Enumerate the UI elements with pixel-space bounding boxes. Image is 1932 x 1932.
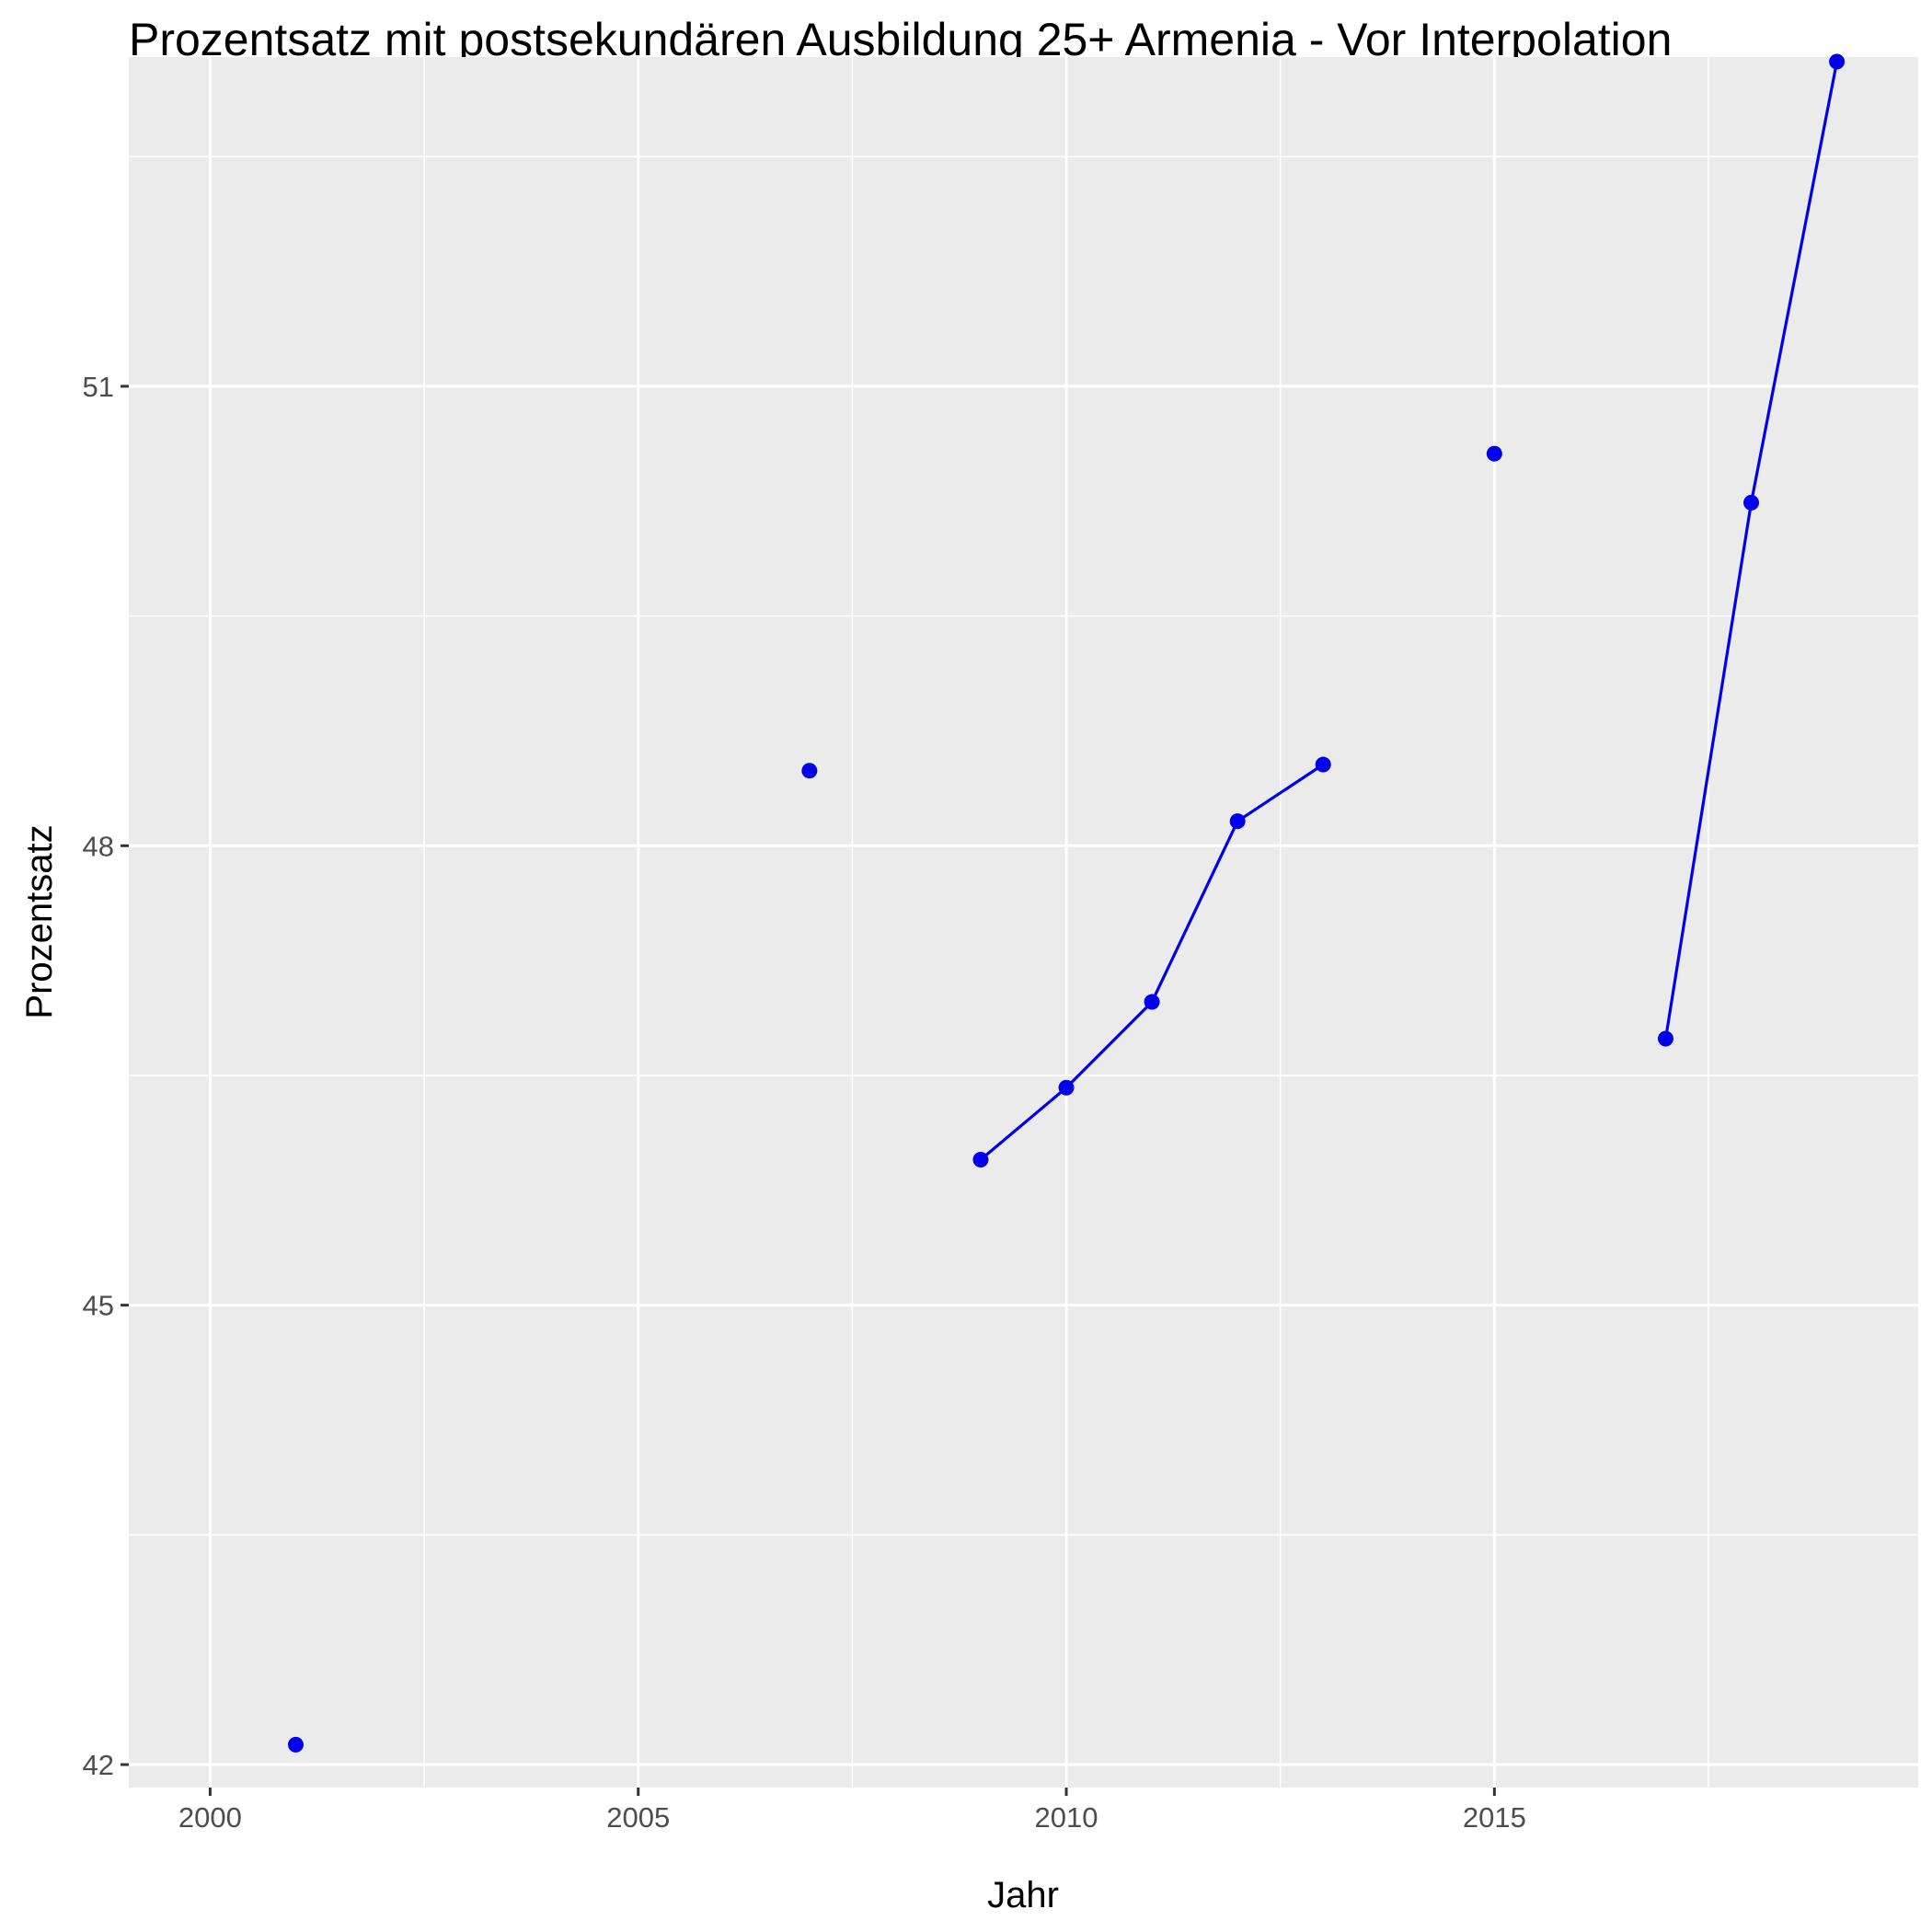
x-axis-title: Jahr [987, 1875, 1059, 1915]
y-axis-title: Prozentsatz [19, 824, 60, 1018]
y-tick-label: 45 [83, 1290, 114, 1322]
data-point [1829, 53, 1846, 70]
data-point [1229, 813, 1246, 830]
y-tick-label: 48 [83, 830, 114, 862]
x-tick-label: 2010 [1035, 1801, 1098, 1834]
x-tick-label: 2005 [606, 1801, 670, 1834]
y-tick-label: 51 [83, 371, 114, 403]
x-tick-label: 2015 [1463, 1801, 1526, 1834]
data-point [1657, 1030, 1673, 1047]
minor-gridlines [129, 57, 1918, 1788]
major-gridlines [129, 57, 1918, 1788]
chart-title: Prozentsatz mit postsekundären Ausbildun… [129, 14, 1672, 65]
data-point [1144, 994, 1160, 1010]
x-axis: 2000 2005 2010 2015 [178, 1788, 1526, 1834]
y-tick-label: 42 [83, 1749, 114, 1781]
data-point [1315, 756, 1331, 773]
data-point [1058, 1079, 1075, 1096]
data-point [1486, 445, 1502, 462]
series-points [287, 53, 1846, 1753]
data-point [801, 763, 818, 779]
y-axis: 42 45 48 51 [83, 371, 129, 1781]
plot-panel [129, 57, 1918, 1788]
x-tick-label: 2000 [178, 1801, 242, 1834]
data-point [1743, 494, 1760, 511]
data-point [287, 1736, 304, 1753]
data-point [972, 1152, 989, 1168]
